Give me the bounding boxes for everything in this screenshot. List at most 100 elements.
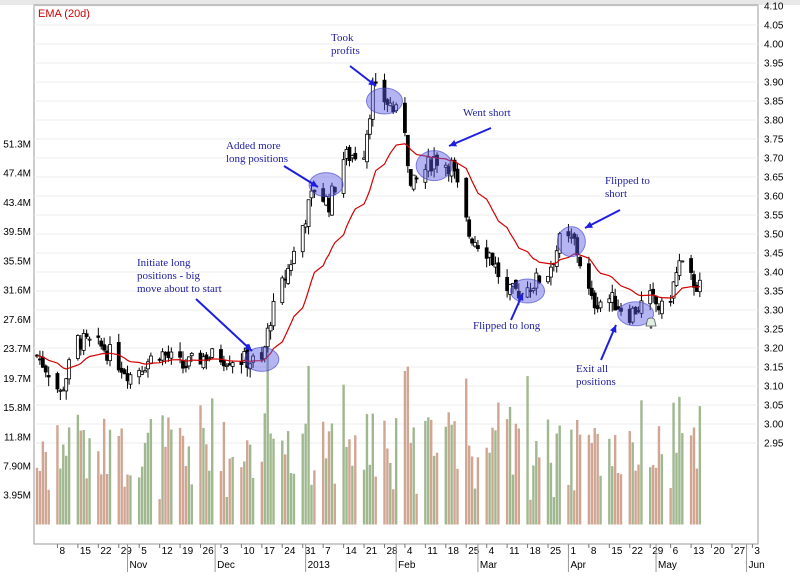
volume-bar [222, 421, 226, 525]
price-tick-label: 3.55 [764, 211, 784, 222]
header-bar [0, 0, 800, 5]
volume-bar [394, 418, 398, 525]
price-tick-label: 4.10 [764, 2, 784, 13]
volume-bar [567, 484, 570, 525]
date-tick-label: 22 [632, 546, 644, 557]
candle-body [525, 287, 530, 298]
volume-bar [444, 426, 447, 525]
volume-bar [596, 433, 599, 525]
annotation-text: Flipped to long [473, 320, 541, 332]
volume-bar [248, 444, 252, 525]
volume-tick-label: 35.5M [3, 257, 31, 268]
volume-bar [488, 452, 491, 525]
candle-body [464, 177, 469, 218]
price-tick-label: 3.90 [764, 78, 784, 89]
candles [35, 73, 702, 400]
volume-bar [392, 489, 395, 525]
volume-bar [634, 470, 637, 525]
volume-bar [432, 455, 436, 525]
price-tick-label: 3.60 [764, 192, 784, 203]
date-tick-label: 17 [264, 546, 276, 557]
legend-ema: EMA (20d) [38, 8, 90, 20]
volume-bar [362, 469, 366, 525]
candle-body [589, 287, 594, 297]
price-tick-label: 3.40 [764, 268, 784, 279]
volume-bar [619, 474, 623, 525]
candle-body [549, 266, 553, 278]
candle-body [46, 375, 51, 378]
candle-body [367, 118, 372, 135]
volume-bar [246, 440, 249, 525]
date-tick-label: 28 [386, 546, 398, 557]
candle-body [654, 295, 658, 305]
date-tick-label: 29 [121, 546, 133, 557]
volume-bar [412, 427, 415, 525]
date-tick-label: 18 [530, 546, 542, 557]
arrowhead-icon [609, 325, 617, 333]
candle-body [680, 260, 685, 263]
volume-bar [669, 488, 672, 525]
volume-bar [389, 463, 392, 525]
trade-highlights [244, 87, 655, 372]
volume-bar [310, 484, 313, 525]
volume-bar [611, 466, 614, 525]
volume-bar [689, 435, 693, 525]
candle-body [271, 301, 276, 327]
volume-bar [97, 451, 100, 525]
candle-body [455, 168, 460, 183]
volume-bar [289, 473, 293, 525]
volume-bar [497, 402, 500, 525]
price-tick-label: 4.05 [764, 21, 784, 32]
grid [34, 5, 758, 444]
volume-bar [578, 434, 582, 525]
candle-body [496, 262, 501, 278]
volume-bar [616, 473, 620, 525]
candle-body [613, 295, 618, 311]
date-tick-label: 21 [366, 546, 378, 557]
date-tick-label: 11 [427, 546, 438, 557]
volume-tick-label: 51.3M [3, 139, 31, 150]
price-tick-label: 3.30 [764, 306, 784, 317]
volume-bar [76, 414, 80, 525]
candle-body [265, 327, 270, 348]
candle-body [578, 256, 583, 267]
volume-bar [219, 471, 223, 525]
candle-body [411, 174, 416, 190]
volume-tick-label: 11.8M [4, 432, 31, 443]
volume-bar [199, 405, 202, 525]
volume-bar [505, 419, 509, 525]
candle-body [648, 290, 653, 305]
candle-body [513, 279, 518, 289]
month-label: Apr [570, 560, 586, 571]
volume-bar [313, 470, 316, 525]
annotation-text: Initiate long [137, 257, 191, 269]
candle-body [619, 307, 623, 312]
candle-body [140, 371, 145, 375]
volume-bar [415, 493, 418, 525]
date-tick-label: 15 [611, 546, 623, 557]
volume-bar [549, 462, 553, 525]
volume-bar [450, 424, 453, 525]
candle-body [639, 300, 644, 314]
candle-body [505, 277, 510, 292]
volume-bar [187, 446, 191, 525]
candle-body [423, 169, 428, 183]
volume-bar [651, 464, 655, 525]
volume-bar [35, 467, 39, 525]
arrowhead-icon [585, 221, 593, 228]
candle-body [96, 335, 101, 338]
volume-bar [526, 376, 529, 525]
volume-bar [590, 442, 593, 525]
volume-bar [678, 396, 681, 525]
volume-bar [467, 445, 471, 525]
volume-bar [692, 427, 696, 525]
volume-bar [576, 419, 579, 525]
volume-bar [102, 418, 106, 525]
volume-tick-label: 3.95M [3, 491, 31, 502]
annotation-text: positions - big [137, 270, 200, 282]
volume-bar [272, 438, 275, 525]
candle-body [64, 378, 69, 392]
volume-bar [333, 483, 337, 525]
volume-bar [123, 486, 126, 525]
